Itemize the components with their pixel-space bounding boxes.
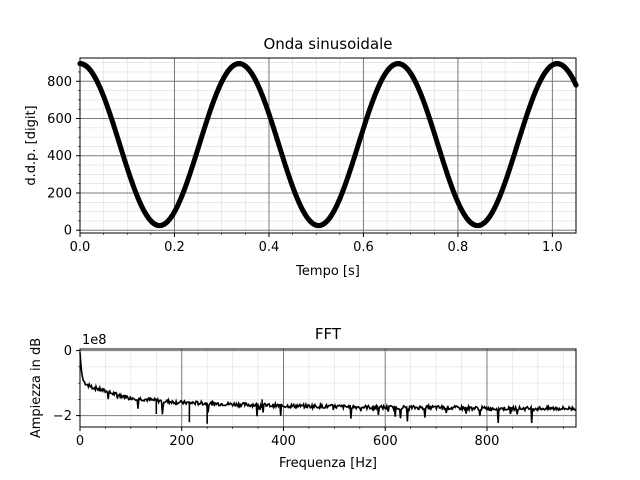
ax2-tick-label-x: 600 <box>373 434 398 449</box>
ax1-tick-label-y: 0 <box>64 224 72 239</box>
fft-data <box>79 352 577 424</box>
fft-ylabel: Ampiezza in dB <box>29 338 44 438</box>
fft-offset-text: 1e8 <box>82 333 107 348</box>
fft-ticks: 0 200 400 600 800 0 −2 <box>53 344 564 449</box>
sine-data <box>77 60 579 229</box>
sine-axes: 0.0 0.2 0.4 0.6 0.8 1.0 0 200 400 600 800 Onda sin… <box>24 35 579 279</box>
sine-ylabel: d.d.p. [digit] <box>24 105 39 185</box>
ax1-tick-label-x: 0.2 <box>164 240 185 255</box>
fft-xlabel: Frequenza [Hz] <box>279 456 377 471</box>
sine-xlabel: Tempo [s] <box>295 264 360 279</box>
ax1-tick-label-x: 0.0 <box>70 240 91 255</box>
ax1-tick-label-x: 0.6 <box>353 240 374 255</box>
fft-grid <box>79 349 576 427</box>
ax1-tick-label-y: 200 <box>47 186 72 201</box>
ax2-tick-label-x: 0 <box>76 434 84 449</box>
ax1-tick-label-x: 0.8 <box>448 240 469 255</box>
ax1-tick-label-x: 1.0 <box>542 240 563 255</box>
ax1-tick-label-y: 600 <box>47 112 72 127</box>
fft-title: FFT <box>315 325 342 343</box>
sine-frame <box>79 57 577 234</box>
fft-spectrum-line <box>79 352 577 424</box>
ax2-tick-label-x: 400 <box>271 434 296 449</box>
sine-ticks: 0.0 0.2 0.4 0.6 0.8 1.0 0 200 400 600 800 <box>47 62 563 255</box>
ax2-tick-label-y: −2 <box>53 409 72 424</box>
ax1-tick-label-y: 400 <box>47 149 72 164</box>
ax1-tick-label-y: 800 <box>47 75 72 90</box>
sine-title: Onda sinusoidale <box>263 35 392 53</box>
fft-frame <box>79 348 577 428</box>
ax1-tick-label-x: 0.4 <box>259 240 280 255</box>
ax2-tick-label-x: 800 <box>475 434 500 449</box>
ax2-tick-label-y: 0 <box>64 344 72 359</box>
ax2-tick-label-x: 200 <box>169 434 194 449</box>
